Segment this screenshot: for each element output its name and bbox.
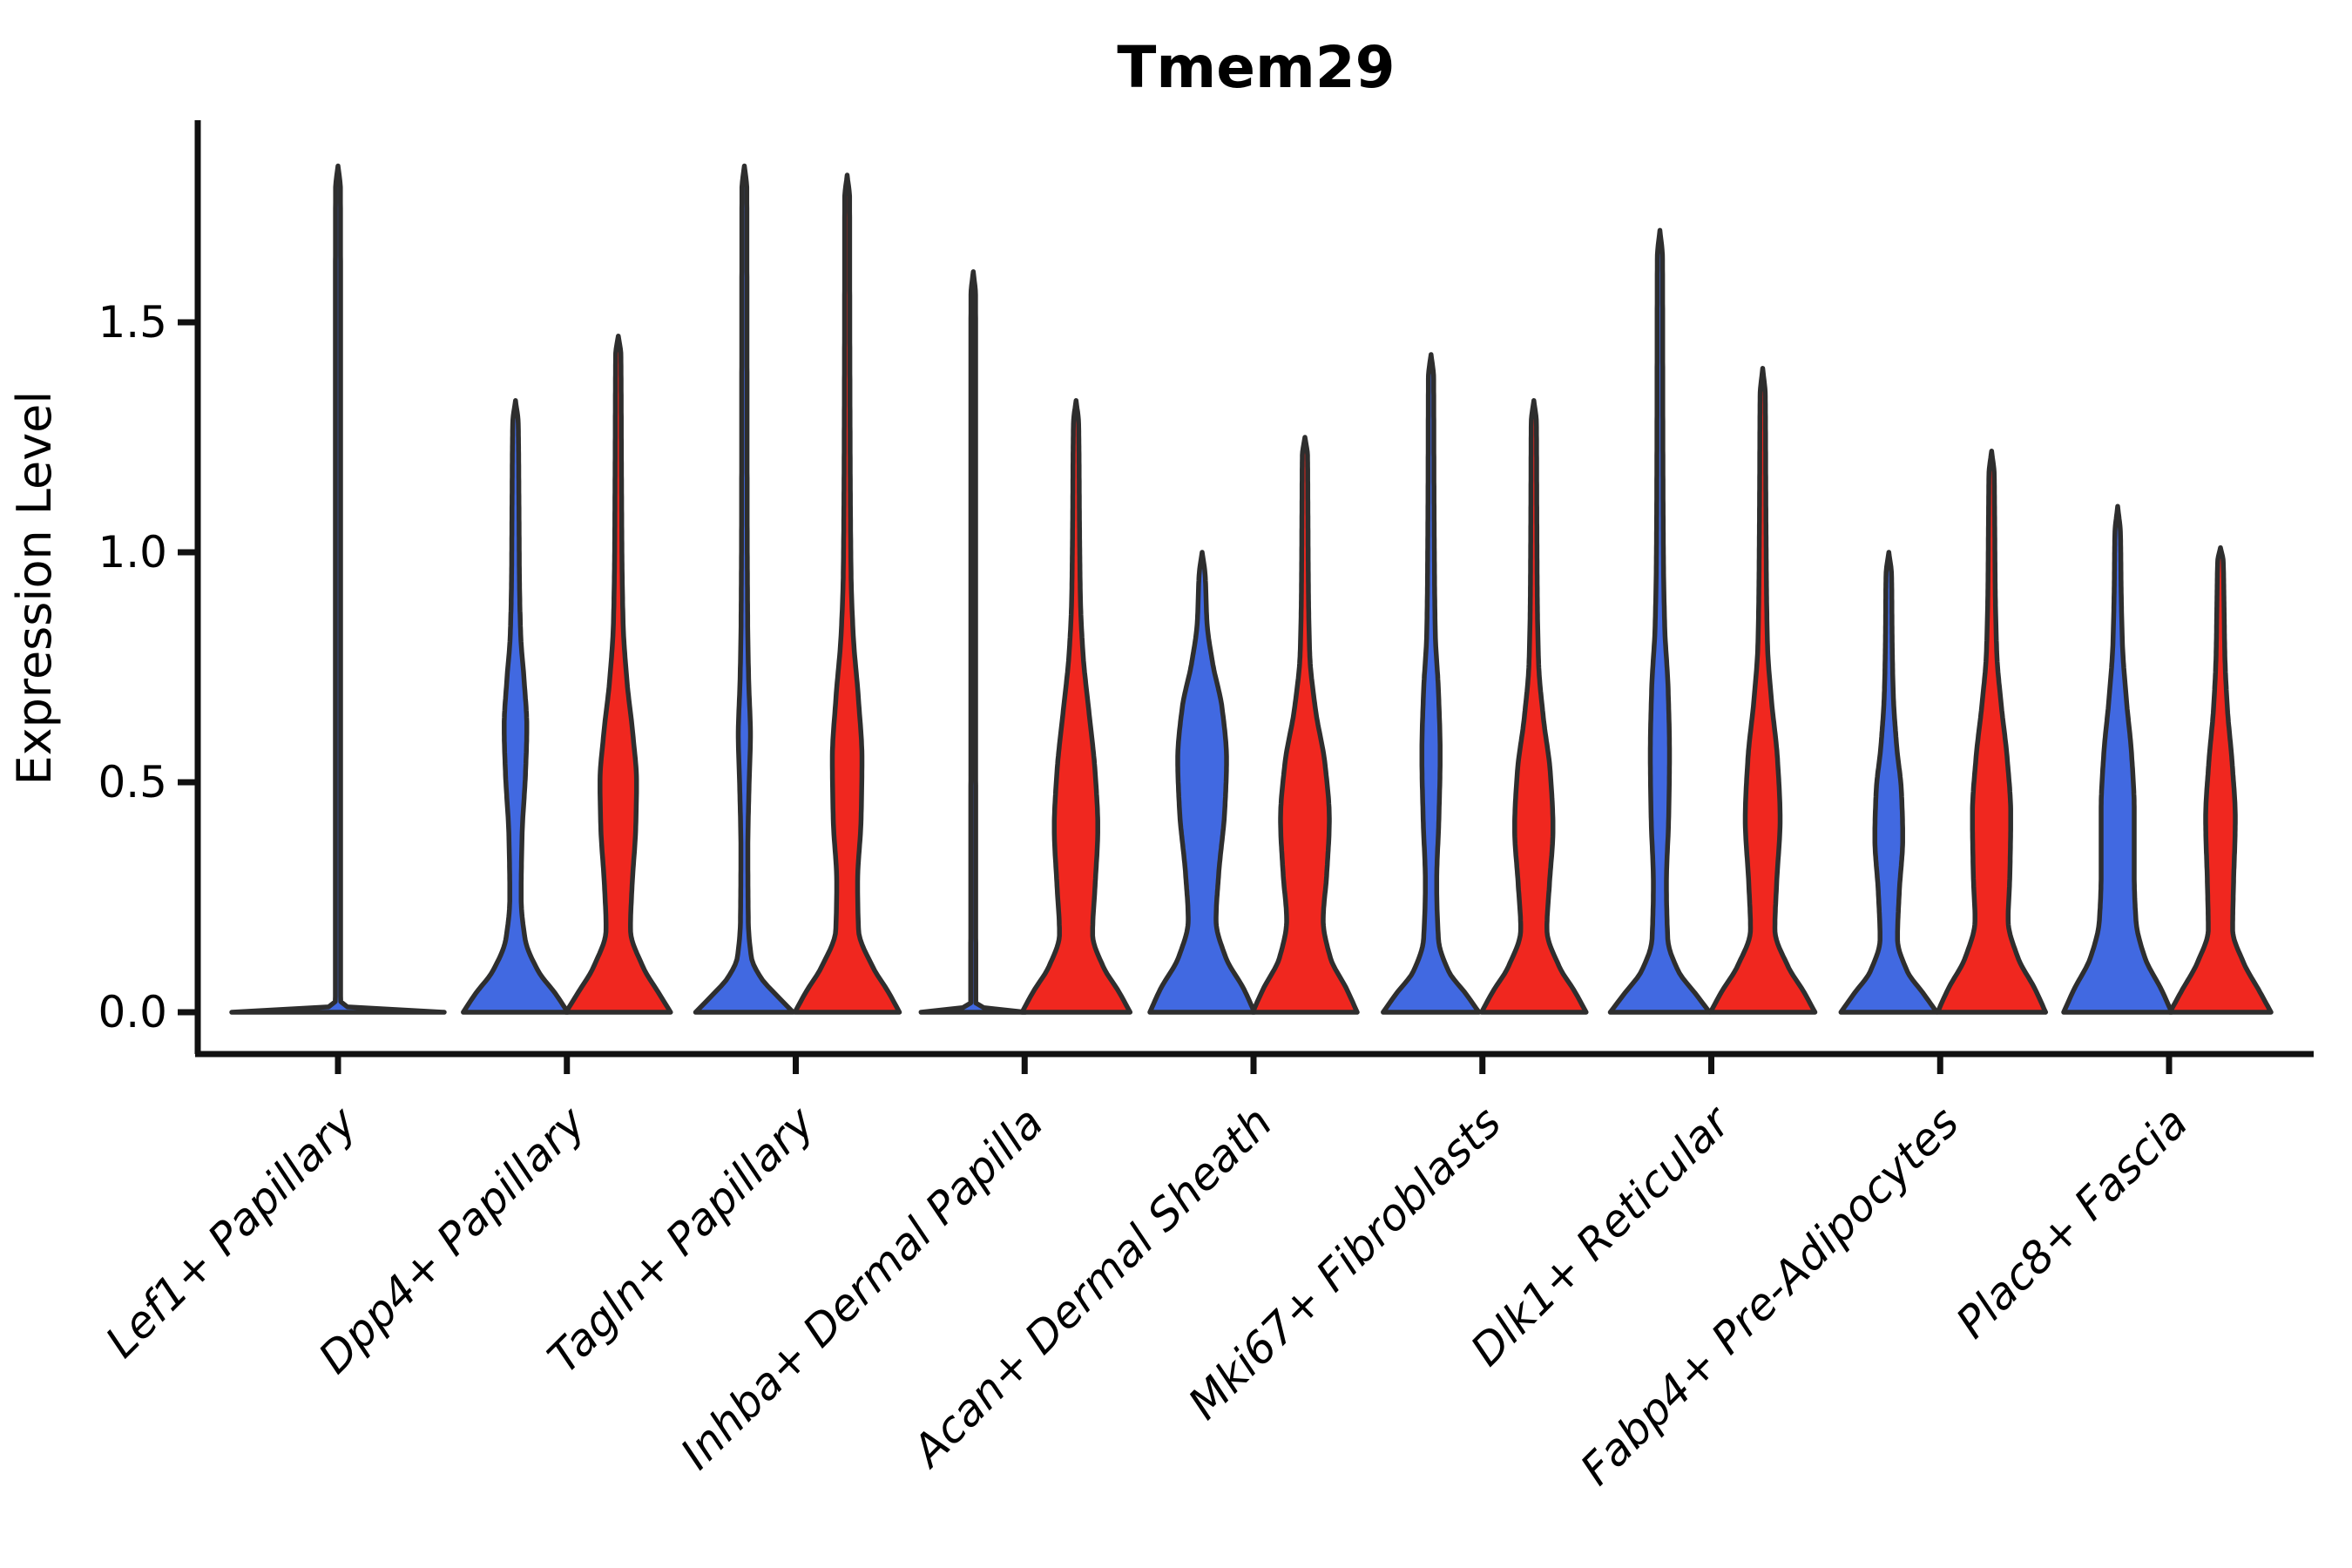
violin-shape-blue	[461, 398, 571, 1015]
violin-shape-red	[2167, 544, 2274, 1015]
violin-shape-blue	[1381, 352, 1482, 1015]
violin-shape-red	[1935, 449, 2049, 1015]
x-tick-label: Inhba+ Dermal Papilla	[671, 1097, 1052, 1478]
violin-shape-blue	[2061, 504, 2174, 1015]
violin-shape-red	[1019, 398, 1133, 1015]
violin-shape-blue	[1147, 550, 1257, 1015]
y-tick-label: 0.5	[98, 757, 167, 808]
violin-shape-blue	[918, 269, 1029, 1015]
x-tick-label: Lef1+ Papillary	[96, 1096, 367, 1367]
violin-shape-single	[229, 163, 447, 1015]
y-tick-label: 1.5	[98, 297, 167, 348]
violin-shape-red	[1707, 366, 1818, 1015]
x-tick-label: Fabp4+ Pre-Adipocytes	[1571, 1097, 1969, 1495]
violins-group	[229, 163, 2274, 1015]
violin-shape-red	[1479, 398, 1589, 1015]
x-tick-label: Plac8+ Fascia	[1947, 1097, 2198, 1348]
chart-title: Tmem29	[1117, 34, 1395, 101]
violin-shape-blue	[1838, 550, 1940, 1015]
axes-group: 0.0 0.5 1.0 1.5	[98, 120, 2314, 1074]
violin-shape-blue	[1607, 227, 1713, 1015]
violin-shape-blue	[693, 163, 796, 1015]
violin-shape-red	[564, 334, 673, 1015]
y-tick-label: 1.0	[98, 527, 167, 578]
violin-shape-red	[792, 172, 902, 1015]
y-axis-label: Expression Level	[7, 391, 62, 786]
y-tick-label: 0.0	[98, 987, 167, 1037]
x-tick-label: Acan+ Dermal Sheath	[902, 1097, 1282, 1477]
violin-shape-red	[1250, 435, 1360, 1015]
